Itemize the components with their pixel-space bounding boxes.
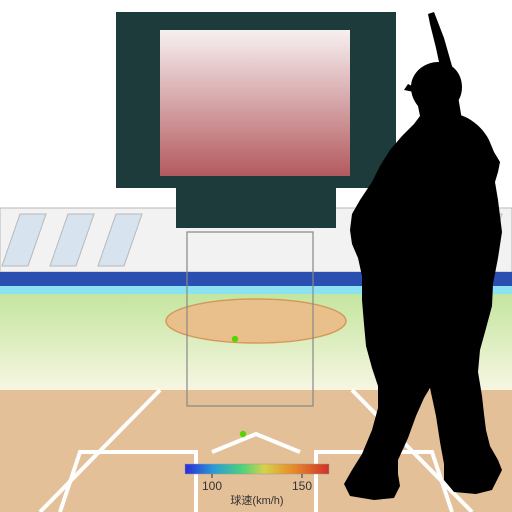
scoreboard-base (176, 188, 336, 228)
scoreboard-screen (160, 30, 350, 176)
legend-color-bar (185, 464, 329, 474)
pitchers-mound (166, 299, 346, 343)
pitch-location-chart: 100 150 球速(km/h) (0, 0, 512, 512)
svg-text:150: 150 (292, 479, 312, 493)
legend-caption: 球速(km/h) (230, 493, 283, 507)
svg-text:100: 100 (202, 479, 222, 493)
